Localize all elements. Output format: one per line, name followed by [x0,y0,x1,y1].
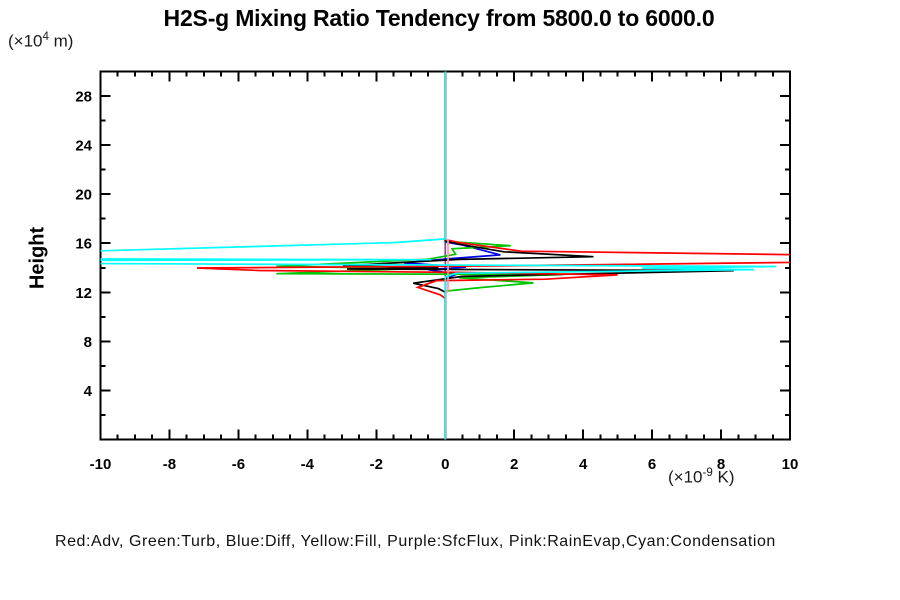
x-tick-label: 8 [717,456,725,473]
x-tick-label: 2 [510,456,518,473]
series-group [100,71,790,440]
y-tick-label: 4 [84,383,93,400]
x-unit-suffix: K) [712,467,735,487]
series-cyan [100,71,777,440]
x-axis-unit-label: (×10-9 K) [668,467,735,488]
x-tick-label: -2 [370,456,383,473]
y-tick-label: 28 [75,89,92,106]
series-black [342,71,734,440]
y-tick-label: 12 [75,285,92,302]
y-tick-label: 20 [75,187,92,204]
y-tick-label: 16 [75,236,92,253]
y-tick-label: 24 [75,138,92,155]
x-tick-label: -10 [90,456,112,473]
x-tick-label: 0 [441,456,449,473]
y-unit-exponent: 4 [42,31,49,43]
series-red [196,71,790,440]
x-unit-exponent: -9 [702,467,713,479]
y-unit-suffix: m) [48,31,74,51]
x-tick-label: 4 [579,456,588,473]
series-green [276,71,563,440]
x-tick-label: 10 [782,456,799,473]
y-axis-unit-label: (×104 m) [8,31,73,52]
x-tick-label: -4 [301,456,315,473]
x-unit-prefix: (×10 [668,467,703,487]
y-axis-title: Height [26,226,49,290]
y-unit-prefix: (×10 [8,31,43,51]
x-tick-label: -8 [163,456,176,473]
legend: Red:Adv, Green:Turb, Blue:Diff, Yellow:F… [55,533,776,550]
chart-title: H2S-g Mixing Ratio Tendency from 5800.0 … [163,5,715,31]
y-tick-label: 8 [84,334,92,351]
x-tick-label: 6 [648,456,656,473]
x-tick-label: -6 [232,456,245,473]
